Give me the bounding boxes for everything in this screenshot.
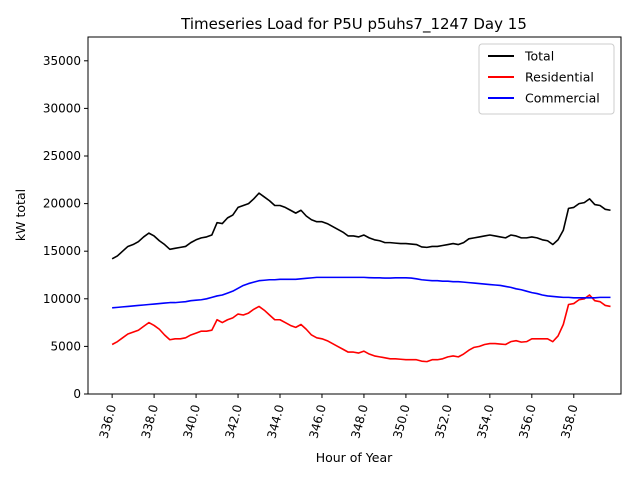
legend-box [478,43,615,115]
plot-frame [87,36,622,395]
y-tick-label: 20000 [43,197,81,211]
chart-title: Timeseries Load for P5U p5uhs7_1247 Day … [180,15,527,34]
y-tick-label: 10000 [43,292,81,306]
y-tick-label: 30000 [43,101,81,115]
series-line-total [111,192,611,260]
y-tick-label: 5000 [50,339,81,353]
legend-label-commercial: Commercial [525,91,600,106]
series-line-commercial [112,276,611,309]
y-tick-label: 15000 [43,244,81,258]
series-line-residential [111,294,611,363]
legend-label-total: Total [524,49,554,64]
y-axis-label: kW total [13,189,28,241]
legend-label-residential: Residential [525,70,594,85]
y-tick-label: 35000 [43,54,81,68]
y-tick-label: 0 [73,387,81,401]
y-tick-label: 25000 [43,149,81,163]
x-axis-label: Hour of Year [316,450,393,465]
